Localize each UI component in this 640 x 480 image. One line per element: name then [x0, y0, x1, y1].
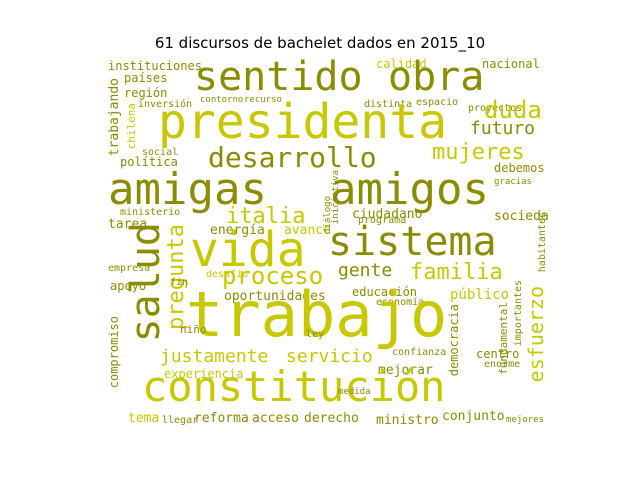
chart-title: 61 discursos de bachelet dados en 2015_1… [154, 34, 486, 52]
word-democracia: democracia [447, 304, 461, 377]
word-inversion: inversión [138, 99, 193, 110]
word-ministerio: ministerio [120, 207, 181, 218]
word-mejorar: mejorar [378, 363, 433, 378]
word-medida: medida [338, 387, 371, 397]
word-fin: fin [170, 277, 189, 288]
word-presidenta: presidenta [158, 94, 447, 150]
word-trabajo: trabajo [186, 278, 448, 351]
word-desafio: desafío [206, 269, 249, 280]
word-region: región [124, 86, 168, 100]
word-educacion: educación [352, 285, 418, 299]
word-duda: duda [484, 96, 542, 124]
word-centro: centro [476, 347, 520, 361]
word-calidad: calidad [376, 58, 427, 71]
word-recurso: recurso [244, 95, 282, 105]
word-proyectos: proyectos [468, 103, 523, 114]
word-gracias: gracias [494, 177, 532, 187]
word-importantes: importantes [513, 280, 524, 347]
word-empresa: empresa [108, 263, 151, 274]
word-oportunidades: oportunidades [224, 289, 326, 304]
word-nino: niño [180, 323, 207, 336]
word-llegar: llegar [162, 415, 199, 426]
word-economia: economía [376, 297, 425, 308]
word-reforma: reforma [194, 411, 249, 426]
word-familia: familia [410, 260, 503, 285]
word-mujeres: mujeres [432, 140, 525, 165]
word-enorme: enorme [484, 359, 521, 370]
word-justamente: justamente [160, 346, 269, 367]
word-futuro: futuro [470, 118, 536, 139]
word-tema: tema [128, 411, 160, 426]
word-obra: obra [388, 58, 485, 100]
word-tarea: tarea [108, 217, 148, 232]
word-sociedad: sociedad [494, 209, 548, 224]
word-constitucion: constitución [142, 362, 446, 411]
word-trabajando: trabajando [107, 78, 122, 157]
word-italia: italia [226, 204, 306, 229]
word-contorno: contorno [200, 95, 244, 105]
word-vida: vida [190, 222, 306, 278]
word-programa: programa [358, 215, 407, 226]
word-instituciones: instituciones [108, 59, 202, 73]
word-gente: gente [338, 260, 393, 281]
word-servicio: servicio [286, 346, 373, 367]
word-proceso: proceso [222, 262, 324, 290]
word-iniciativa: iniciativa [331, 170, 341, 225]
word-experiencia: experiencia [164, 367, 244, 381]
word-amigos: amigos [330, 164, 489, 215]
word-distinta: distinta [364, 99, 413, 110]
word-publico: público [450, 287, 510, 303]
word-mejores: mejores [506, 415, 544, 425]
word-habitantes: habitantes [537, 212, 548, 273]
word-conjunto: conjunto [442, 409, 505, 424]
word-amigas: amigas [108, 164, 267, 215]
word-paises: países [124, 71, 168, 85]
word-espacio: espacio [416, 97, 459, 108]
word-avance: avance [284, 223, 331, 238]
word-apoyo: apoyo [110, 279, 147, 293]
word-social: social [142, 147, 179, 158]
word-dialogo: diálogo [323, 196, 333, 234]
word-confianza: confianza [392, 347, 447, 358]
word-cloud: instituciones países región trabajando c… [106, 58, 548, 428]
word-chilena: chilena [125, 103, 138, 150]
word-sistema: sistema [328, 219, 497, 265]
word-derecho: derecho [304, 411, 359, 426]
word-desarrollo: desarrollo [208, 141, 377, 174]
word-ministro: ministro [376, 413, 439, 428]
word-esfuerzo: esfuerzo [524, 286, 548, 383]
word-acceso: acceso [252, 411, 299, 426]
word-compromiso: compromiso [107, 316, 121, 389]
word-politica: política [120, 155, 178, 169]
word-ley: ley [306, 329, 325, 340]
word-ciudadano: ciudadano [352, 207, 423, 222]
word-sentido: sentido [194, 58, 363, 100]
word-energia: energía [210, 223, 265, 238]
word-debemos: debemos [494, 161, 545, 175]
word-nacional: nacional [482, 58, 540, 71]
